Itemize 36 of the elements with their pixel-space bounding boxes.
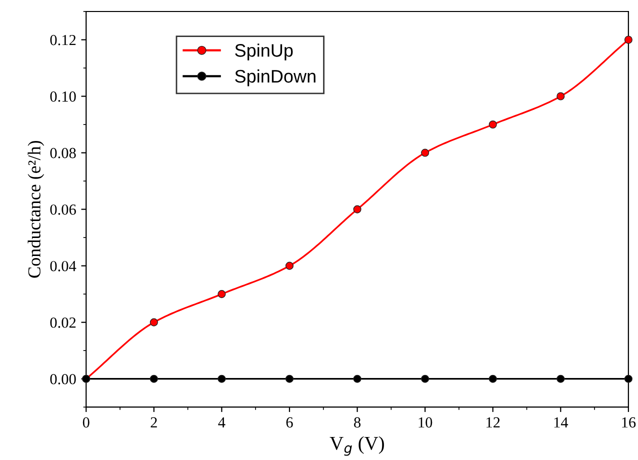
x-tick-label: 10 bbox=[418, 417, 432, 428]
point bbox=[421, 374, 430, 383]
point bbox=[488, 120, 497, 129]
x-tick-label: 0 bbox=[82, 417, 90, 428]
point bbox=[218, 290, 226, 298]
y-tick-label: 0.00 bbox=[50, 374, 76, 384]
point bbox=[624, 374, 632, 383]
x-tick-label: 14 bbox=[554, 417, 568, 428]
y-tick-label: 0.10 bbox=[50, 91, 76, 102]
point bbox=[353, 205, 362, 214]
y-tick-label: 0.12 bbox=[50, 34, 76, 46]
x-tick-label: 12 bbox=[486, 417, 500, 428]
y-axis-title: Conductance (e²/h) bbox=[28, 140, 44, 278]
point bbox=[218, 374, 226, 383]
x-tick-label: 16 bbox=[622, 417, 636, 428]
point bbox=[285, 374, 294, 383]
point bbox=[353, 374, 362, 383]
point bbox=[556, 92, 565, 100]
point bbox=[488, 374, 497, 383]
x-tick-label: 2 bbox=[150, 417, 157, 428]
y-tick-label: 0.08 bbox=[50, 148, 76, 158]
point bbox=[624, 36, 632, 44]
legend-label: SpinDown bbox=[235, 69, 316, 86]
y-tick-label: 0.02 bbox=[50, 317, 76, 328]
point bbox=[150, 374, 158, 383]
x-tick-label: 8 bbox=[354, 417, 361, 428]
x-tick-label: 4 bbox=[218, 417, 226, 428]
y-tick-label: 0.06 bbox=[50, 204, 76, 215]
point bbox=[150, 318, 158, 326]
point bbox=[421, 148, 430, 157]
point bbox=[556, 374, 565, 383]
legend-label: SpinUp bbox=[235, 44, 293, 60]
y-tick-label: 0.04 bbox=[50, 260, 76, 272]
x-tick-label: 6 bbox=[286, 417, 293, 428]
x-axis-title: V$_{g}$ (V) bbox=[330, 436, 384, 456]
point bbox=[285, 262, 294, 270]
